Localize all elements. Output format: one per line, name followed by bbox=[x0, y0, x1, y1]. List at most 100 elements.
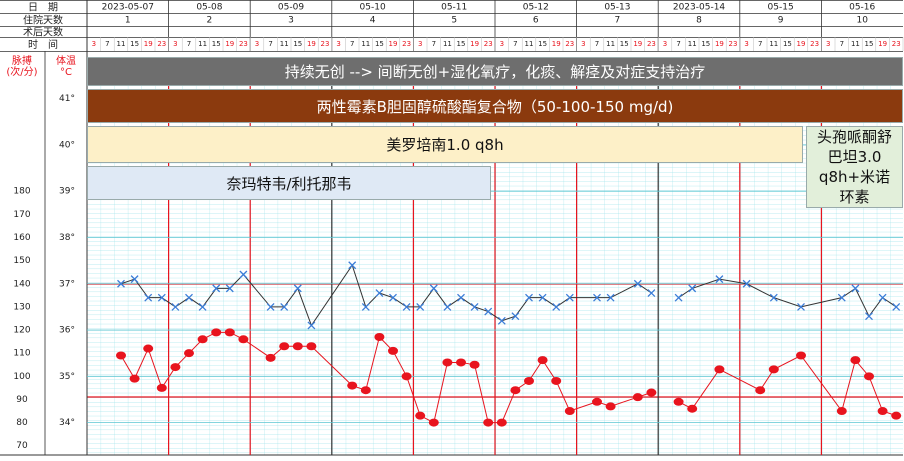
hour-label: 7 bbox=[350, 40, 354, 48]
temp-point bbox=[606, 293, 615, 302]
hour-label: 23 bbox=[892, 40, 901, 48]
temp-point bbox=[225, 284, 234, 293]
hour-label: 3 bbox=[336, 40, 340, 48]
hour-label: 7 bbox=[187, 40, 191, 48]
hospital-day: 7 bbox=[615, 16, 621, 26]
pulse-point bbox=[850, 356, 861, 365]
pulse-point bbox=[646, 388, 657, 397]
temp-point bbox=[715, 275, 724, 284]
header-label: 住院天数 bbox=[23, 14, 63, 27]
y-tick-label: 34° bbox=[59, 418, 75, 428]
hour-label: 15 bbox=[783, 40, 792, 48]
hour-label: 11 bbox=[525, 40, 534, 48]
temp-point bbox=[171, 302, 180, 311]
y2-tick-label: 160 bbox=[13, 233, 30, 243]
pulse-point bbox=[456, 358, 466, 367]
y2-tick-label: 180 bbox=[13, 187, 30, 197]
hour-label: 11 bbox=[280, 40, 289, 48]
temp-point bbox=[647, 289, 656, 297]
pulse-point bbox=[796, 351, 806, 360]
y2-tick-label: 70 bbox=[16, 441, 28, 451]
temp-point bbox=[878, 293, 887, 302]
temp-point bbox=[552, 302, 561, 311]
temp-point bbox=[443, 302, 452, 311]
temp-point bbox=[497, 316, 506, 325]
pulse-point bbox=[129, 374, 140, 383]
temp-point bbox=[769, 293, 778, 302]
date-label: 05-13 bbox=[604, 3, 630, 13]
treatment-bar: 美罗培南1.0 q8h bbox=[87, 126, 803, 163]
temp-point bbox=[429, 284, 438, 293]
temp-point bbox=[361, 302, 370, 311]
y2-tick-label: 140 bbox=[13, 279, 30, 289]
hour-label: 19 bbox=[797, 40, 806, 48]
header-label: 时 间 bbox=[28, 38, 58, 51]
temp-point bbox=[565, 293, 574, 302]
pulse-point bbox=[197, 335, 208, 344]
pulse-point bbox=[116, 351, 126, 360]
date-label: 05-10 bbox=[360, 3, 386, 13]
pulse-point bbox=[755, 386, 766, 395]
pulse-point bbox=[537, 356, 548, 365]
hour-label: 19 bbox=[552, 40, 561, 48]
pulse-point bbox=[605, 402, 616, 411]
temp-point bbox=[402, 302, 411, 311]
temp-point bbox=[797, 302, 805, 311]
temp-point bbox=[144, 293, 153, 302]
hospital-day: 6 bbox=[533, 16, 539, 26]
treatment-bar: 头孢哌酮舒巴坦3.0 q8h+米诺环素 bbox=[806, 126, 903, 208]
y2-tick-label: 80 bbox=[16, 418, 28, 428]
date-label: 2023-05-07 bbox=[102, 3, 154, 13]
temp-point bbox=[470, 302, 479, 311]
hospital-day: 9 bbox=[778, 16, 784, 26]
hour-label: 11 bbox=[688, 40, 697, 48]
pulse-point bbox=[673, 397, 684, 406]
pulse-point bbox=[374, 332, 385, 341]
y-tick-label: 40° bbox=[59, 140, 75, 150]
pulse-label: 脉搏 bbox=[12, 54, 32, 67]
y2-tick-label: 110 bbox=[13, 349, 30, 359]
hour-label: 23 bbox=[402, 40, 411, 48]
temp-point bbox=[389, 293, 397, 302]
hour-label: 7 bbox=[758, 40, 762, 48]
treatment-bar: 两性霉素B胆固醇硫酸酯复合物（50-100-150 mg/d) bbox=[87, 89, 903, 123]
pulse-point bbox=[360, 386, 371, 395]
pulse-point bbox=[265, 353, 276, 362]
temp-point bbox=[593, 293, 601, 302]
y-tick-label: 37° bbox=[59, 279, 75, 289]
pulse-point bbox=[524, 376, 534, 385]
pulse-point bbox=[714, 365, 725, 374]
pulse-point bbox=[564, 407, 575, 416]
date-label: 05-11 bbox=[441, 3, 467, 13]
hour-label: 7 bbox=[105, 40, 109, 48]
hour-label: 19 bbox=[715, 40, 724, 48]
date-label: 05-15 bbox=[768, 3, 794, 13]
hour-label: 7 bbox=[513, 40, 517, 48]
pulse-point bbox=[632, 393, 643, 402]
hospital-day: 3 bbox=[288, 16, 294, 26]
hour-label: 19 bbox=[144, 40, 153, 48]
y2-tick-label: 170 bbox=[13, 210, 30, 220]
y-tick-label: 35° bbox=[59, 372, 75, 382]
hour-label: 19 bbox=[225, 40, 234, 48]
y-tick-label: 36° bbox=[59, 326, 75, 336]
hospital-day: 10 bbox=[856, 16, 868, 26]
temp-point bbox=[198, 302, 207, 311]
hour-label: 11 bbox=[606, 40, 615, 48]
temp-unit: °C bbox=[60, 67, 72, 78]
treatment-bar: 奈玛特韦/利托那韦 bbox=[87, 166, 491, 200]
pulse-point bbox=[891, 411, 902, 420]
hour-label: 3 bbox=[500, 40, 504, 48]
hospital-day: 2 bbox=[207, 16, 213, 26]
hour-label: 23 bbox=[565, 40, 574, 48]
y2-tick-label: 130 bbox=[13, 302, 30, 312]
pulse-point bbox=[401, 372, 412, 381]
hour-label: 7 bbox=[840, 40, 844, 48]
y-tick-label: 38° bbox=[59, 233, 75, 243]
pulse-point bbox=[496, 418, 507, 427]
hour-label: 3 bbox=[418, 40, 422, 48]
pulse-point bbox=[238, 335, 249, 344]
hospital-day: 1 bbox=[125, 16, 131, 26]
pulse-point bbox=[388, 346, 398, 355]
pulse-point bbox=[877, 407, 888, 416]
